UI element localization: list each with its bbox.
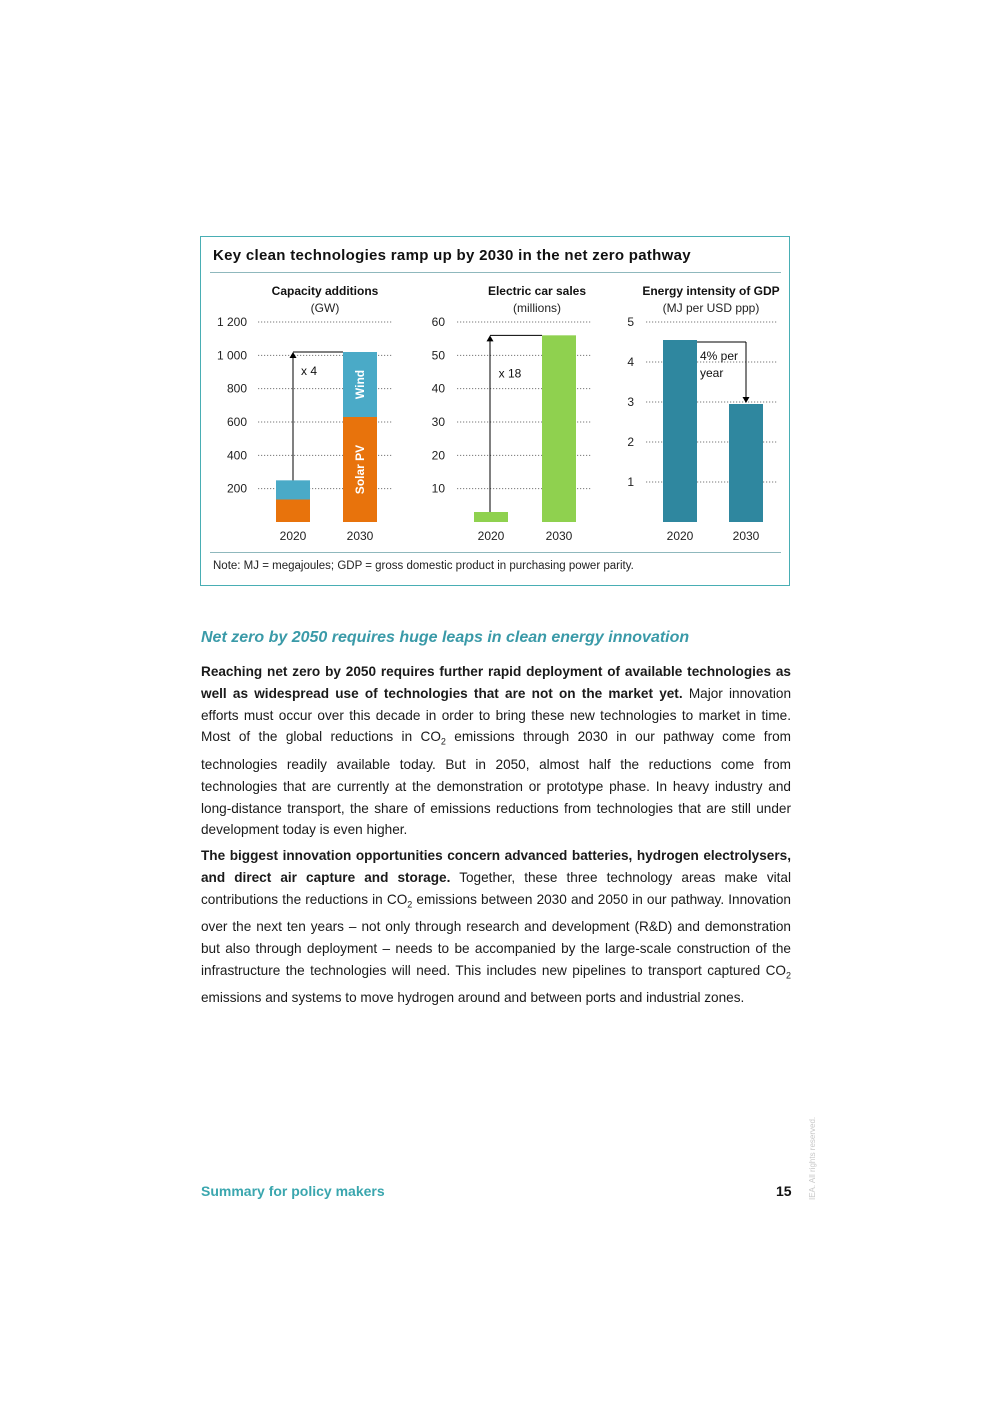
figure-title: Key clean technologies ramp up by 2030 i… bbox=[213, 247, 691, 264]
y-tick-label: 800 bbox=[227, 382, 247, 396]
bar-2020 bbox=[276, 480, 310, 500]
x-tick-label: 2020 bbox=[478, 529, 505, 543]
y-tick-label: 600 bbox=[227, 415, 247, 429]
x-tick-label: 2030 bbox=[347, 529, 374, 543]
x-tick-label: 2020 bbox=[667, 529, 694, 543]
co2-subscript: 2 bbox=[440, 737, 446, 748]
y-tick-label: 10 bbox=[432, 482, 446, 496]
chart-subtitle: (MJ per USD ppp) bbox=[663, 301, 760, 315]
paragraph-1-text-a: Major innovation efforts must occur over… bbox=[201, 685, 791, 745]
x-tick-label: 2030 bbox=[546, 529, 573, 543]
figure-note-divider bbox=[210, 552, 781, 553]
bar-2030 bbox=[343, 352, 377, 417]
growth-annotation: x 18 bbox=[499, 366, 522, 380]
y-tick-label: 20 bbox=[432, 448, 446, 462]
y-tick-label: 3 bbox=[627, 395, 634, 409]
bar-2030 bbox=[542, 335, 576, 522]
y-tick-label: 1 200 bbox=[217, 315, 247, 329]
chart-title: Energy intensity of GDP bbox=[642, 284, 779, 298]
y-tick-label: 60 bbox=[432, 315, 446, 329]
co2-subscript: 2 bbox=[785, 970, 791, 981]
y-tick-label: 4 bbox=[627, 355, 634, 369]
page-number: 15 bbox=[776, 1183, 792, 1199]
y-tick-label: 50 bbox=[432, 348, 446, 362]
paragraph-2-text-a: Together, these three technology areas m… bbox=[201, 869, 791, 907]
paragraph-1-text-b: emissions through 2030 in our pathway co… bbox=[201, 729, 791, 838]
rights-watermark: IEA. All rights reserved. bbox=[808, 1116, 817, 1200]
bar-2020 bbox=[276, 499, 310, 522]
figure-title-divider bbox=[210, 272, 781, 273]
paragraph-2-lead: The biggest innovation opportunities con… bbox=[201, 848, 791, 885]
paragraph-2-text-b: emissions between 2030 and 2050 in our p… bbox=[201, 891, 791, 978]
x-tick-label: 2030 bbox=[733, 529, 760, 543]
y-tick-label: 2 bbox=[627, 435, 634, 449]
bar-2020 bbox=[663, 340, 697, 522]
chart-subtitle: (millions) bbox=[513, 301, 561, 315]
y-tick-label: 30 bbox=[432, 415, 446, 429]
co2-subscript: 2 bbox=[407, 899, 413, 910]
footer-section-title: Summary for policy makers bbox=[201, 1183, 385, 1199]
decline-annotation-line-2: year bbox=[700, 366, 723, 380]
decline-arrow-head bbox=[742, 397, 750, 403]
y-tick-label: 200 bbox=[227, 482, 247, 496]
paragraph-1-lead: Reaching net zero by 2050 requires furth… bbox=[201, 664, 791, 701]
chart-subtitle: (GW) bbox=[311, 301, 340, 315]
y-tick-label: 1 bbox=[627, 475, 634, 489]
growth-arrow-head bbox=[486, 335, 494, 342]
paragraph-2: The biggest innovation opportunities con… bbox=[201, 845, 791, 1009]
series-label-wind: Wind bbox=[353, 370, 367, 399]
decline-annotation-line-1: 4% per bbox=[700, 349, 738, 363]
charts-area: Capacity additions (GW) 200 400 600 800 1 000 1… bbox=[217, 284, 780, 543]
paragraph-1: Reaching net zero by 2050 requires furth… bbox=[201, 661, 791, 841]
figure-note: Note: MJ = megajoules; GDP = gross domes… bbox=[213, 560, 634, 572]
y-tick-label: 40 bbox=[432, 382, 446, 396]
y-tick-label: 5 bbox=[627, 315, 634, 329]
y-tick-label: 400 bbox=[227, 448, 247, 462]
x-tick-label: 2020 bbox=[280, 529, 307, 543]
bar-2020 bbox=[474, 512, 508, 522]
chart-title: Electric car sales bbox=[488, 284, 586, 298]
series-label-solar-pv: Solar PV bbox=[353, 445, 367, 494]
y-tick-label: 1 000 bbox=[217, 348, 247, 362]
figure-frame bbox=[200, 236, 790, 586]
section-heading: Net zero by 2050 requires huge leaps in … bbox=[201, 629, 690, 646]
paragraph-2-text-c: emissions and systems to move hydrogen a… bbox=[201, 990, 745, 1006]
growth-annotation: x 4 bbox=[301, 364, 317, 378]
growth-arrow-head bbox=[289, 352, 297, 358]
chart-title: Capacity additions bbox=[272, 284, 379, 298]
bar-2030 bbox=[729, 404, 763, 522]
bar-2030 bbox=[343, 417, 377, 522]
